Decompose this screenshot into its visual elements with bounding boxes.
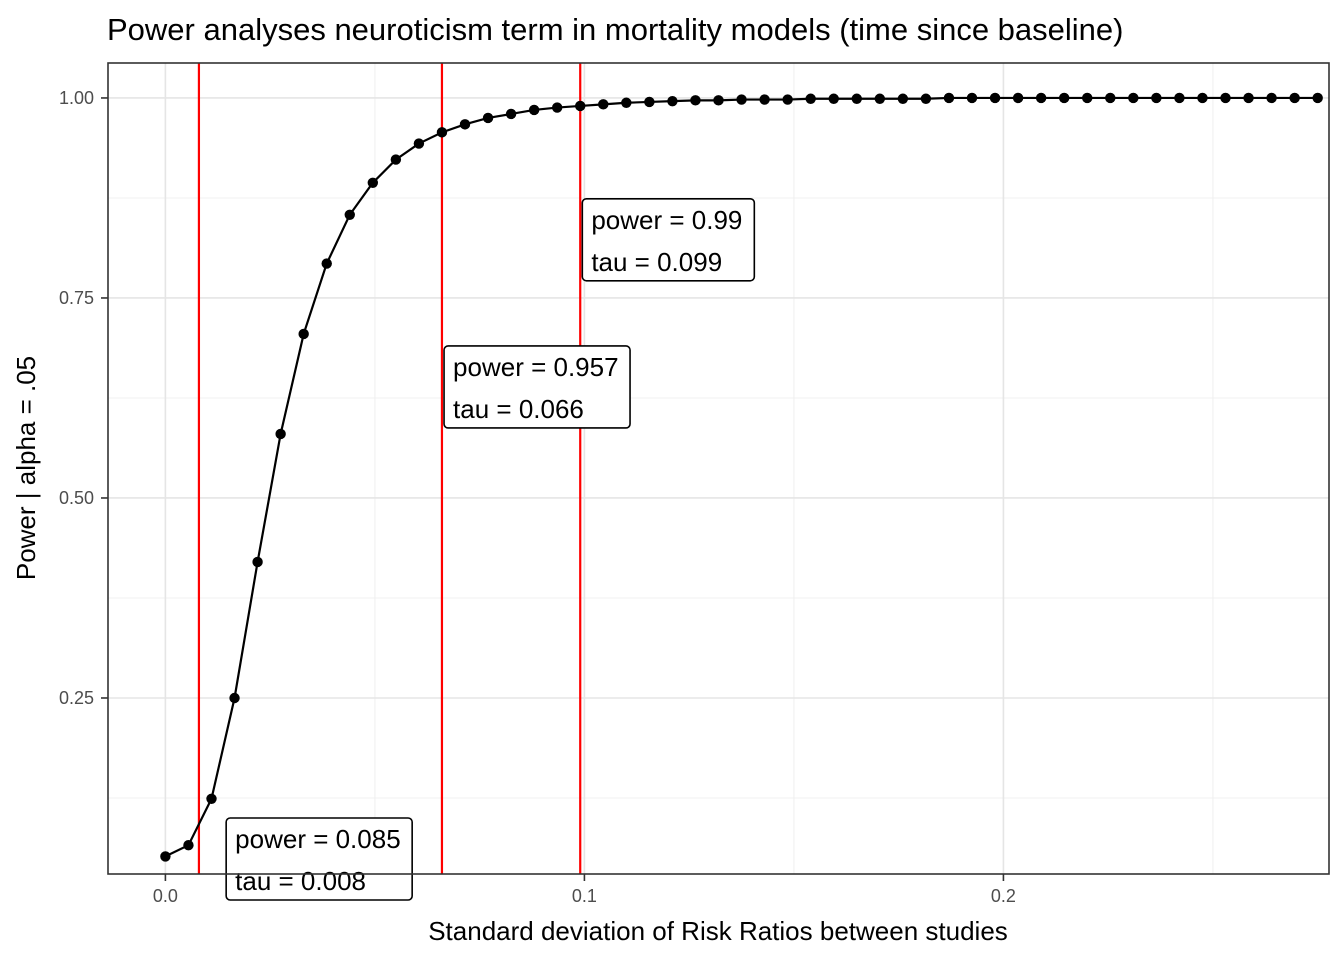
annotation-box — [581, 197, 756, 282]
y-tick-label: 1.00 — [59, 88, 94, 108]
annotation-power-text: power = 0.085 — [235, 824, 401, 854]
y-axis-ticks: 0.25 0.50 0.75 1.00 — [59, 88, 108, 708]
data-point — [551, 102, 563, 113]
annotation-tau-text: tau = 0.066 — [453, 394, 584, 424]
annotation-label: power = 0.085 tau = 0.008 — [225, 817, 413, 901]
data-point — [1082, 92, 1093, 104]
data-point — [367, 177, 379, 188]
data-point — [851, 93, 862, 104]
data-point — [459, 119, 471, 130]
data-point — [667, 95, 678, 107]
data-point — [690, 95, 701, 106]
data-point — [1312, 92, 1323, 104]
data-point — [229, 692, 240, 704]
data-point — [759, 94, 770, 105]
y-tick-label: 0.25 — [59, 688, 94, 708]
data-point — [805, 93, 816, 104]
y-tick-label: 0.50 — [59, 488, 94, 508]
data-point — [736, 94, 747, 105]
data-point — [160, 851, 171, 862]
power-points — [160, 92, 1323, 862]
data-point — [436, 127, 448, 138]
minor-gridlines — [108, 63, 1329, 874]
data-point — [1266, 92, 1277, 104]
data-point — [1035, 92, 1047, 104]
data-point — [344, 209, 355, 220]
x-axis-title: Standard deviation of Risk Ratios betwee… — [428, 916, 1008, 946]
data-point — [1174, 92, 1185, 104]
data-point — [644, 96, 655, 108]
y-axis-title: Power | alpha = .05 — [11, 356, 41, 580]
data-point — [874, 93, 886, 104]
data-point — [1058, 92, 1070, 104]
annotation-labels: power = 0.085 tau = 0.008 power = 0.957 tau… — [225, 197, 756, 901]
data-point — [298, 328, 309, 340]
data-point — [897, 93, 909, 104]
annotation-tau-text: tau = 0.008 — [235, 866, 366, 896]
data-point — [1105, 92, 1116, 104]
data-point — [575, 100, 586, 112]
data-point — [1012, 92, 1024, 104]
annotation-label: power = 0.957 tau = 0.066 — [443, 345, 631, 429]
major-gridlines — [108, 63, 1329, 874]
data-point — [321, 258, 332, 269]
data-point — [943, 92, 955, 104]
data-point — [413, 138, 425, 149]
data-point — [528, 104, 540, 116]
data-point — [252, 556, 263, 568]
panel-border — [107, 62, 1330, 875]
data-point — [989, 92, 1001, 104]
data-point — [482, 112, 494, 124]
chart-title: Power analyses neuroticism term in morta… — [107, 12, 1123, 47]
data-point — [505, 108, 517, 120]
data-point — [390, 154, 402, 165]
data-point — [1220, 92, 1231, 104]
data-point — [598, 99, 609, 110]
annotation-label: power = 0.99 tau = 0.099 — [581, 197, 756, 282]
x-tick-label: 0.2 — [991, 886, 1016, 906]
data-point — [621, 97, 632, 108]
data-point — [1151, 92, 1162, 104]
data-point — [920, 93, 932, 104]
plot-panel: power = 0.085 tau = 0.008 power = 0.957 tau… — [107, 62, 1330, 901]
annotation-box — [443, 345, 631, 429]
annotation-box — [225, 817, 413, 901]
annotation-power-text: power = 0.99 — [591, 205, 742, 235]
x-tick-label: 0.1 — [572, 886, 597, 906]
data-point — [1289, 92, 1300, 104]
data-point — [782, 94, 793, 105]
data-point — [275, 428, 286, 440]
x-axis-ticks: 0.0 0.1 0.2 — [153, 874, 1016, 906]
annotation-power-text: power = 0.957 — [453, 352, 619, 382]
data-point — [966, 92, 978, 104]
data-point — [183, 839, 194, 851]
annotation-tau-text: tau = 0.099 — [591, 247, 722, 277]
y-tick-label: 0.75 — [59, 288, 94, 308]
data-point — [1128, 92, 1139, 104]
data-point — [1243, 92, 1254, 104]
x-tick-label: 0.0 — [153, 886, 178, 906]
data-point — [828, 93, 839, 104]
data-point — [206, 793, 217, 804]
data-point — [713, 95, 724, 106]
data-point — [1197, 92, 1208, 104]
reference-lines — [197, 63, 582, 874]
